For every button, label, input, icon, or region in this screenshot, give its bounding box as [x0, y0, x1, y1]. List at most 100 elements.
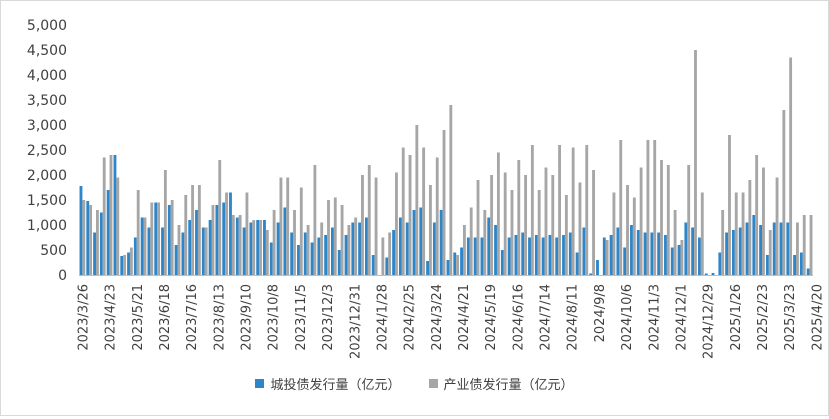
bar-chengtou: [562, 235, 565, 275]
legend-item-chanye: 产业债发行量（亿元）: [428, 374, 574, 393]
bar-chanye: [802, 215, 806, 275]
bar-chanye: [320, 222, 324, 275]
bar-chanye: [796, 222, 799, 275]
x-tick-label: 2024/8/11: [566, 284, 581, 351]
bar-chanye: [687, 165, 691, 275]
bar-chengtou: [765, 255, 769, 275]
bar-chanye: [462, 225, 466, 275]
bar-chengtou: [677, 245, 681, 275]
bar-chengtou: [466, 237, 470, 275]
bar-chanye: [762, 167, 765, 275]
bar-chengtou: [806, 268, 810, 275]
x-tick-label: 2024/4/21: [457, 284, 472, 351]
bar-chanye: [510, 190, 514, 275]
bar-chanye: [143, 217, 147, 275]
y-tick-label: 1,000: [27, 218, 67, 234]
bar-chengtou: [534, 235, 538, 275]
bar-chanye: [544, 167, 548, 275]
bar-chengtou: [521, 232, 525, 275]
bar-chanye: [551, 175, 555, 275]
bar-chanye: [361, 175, 364, 275]
bar-chengtou: [514, 235, 518, 275]
x-tick-label: 2024/2/25: [403, 284, 418, 351]
bar-chengtou: [133, 237, 137, 275]
bar-chengtou: [283, 207, 287, 275]
bar-chengtou: [636, 230, 640, 275]
bar-chengtou: [575, 252, 579, 275]
bar-chanye: [163, 170, 167, 275]
bar-chanye: [646, 140, 650, 275]
bar-chanye: [782, 110, 786, 275]
bar-chanye: [435, 157, 439, 275]
bar-chanye: [592, 170, 595, 275]
bar-chengtou: [398, 217, 402, 275]
x-tick-label: 2025/2/23: [756, 284, 771, 351]
bar-chengtou: [616, 227, 620, 275]
bar-chengtou: [242, 227, 246, 275]
bar-chanye: [809, 215, 813, 275]
x-tick-label: 2024/1/28: [375, 284, 390, 351]
bar-chanye: [102, 157, 106, 275]
x-tick-label: 2023/5/21: [131, 284, 146, 351]
bar-chanye: [789, 57, 793, 275]
y-tick-label: 2,500: [27, 143, 67, 159]
bar-chanye: [347, 225, 351, 275]
bar-chanye: [354, 217, 358, 275]
bar-chengtou: [120, 256, 124, 275]
bar-chanye: [340, 205, 344, 275]
bar-chengtou: [351, 222, 355, 275]
bar-chanye: [177, 225, 181, 275]
bar-chanye: [496, 152, 500, 275]
bar-chengtou: [331, 227, 334, 275]
bar-chanye: [469, 207, 473, 275]
bar-chanye: [639, 167, 643, 275]
bar-chengtou: [426, 261, 429, 275]
bar-chengtou: [297, 245, 300, 275]
bar-chanye: [585, 145, 589, 275]
x-tick-label: 2023/12/31: [348, 284, 363, 359]
bar-chengtou: [786, 222, 790, 275]
x-tick-label: 2023/12/3: [321, 284, 336, 351]
bar-chengtou: [337, 250, 341, 275]
bar-chanye: [333, 197, 337, 275]
bar-chengtou: [568, 232, 572, 275]
bar-chengtou: [752, 215, 756, 275]
bar-chanye: [89, 205, 93, 275]
y-tick-label: 5,000: [27, 18, 67, 34]
bar-chengtou: [86, 201, 90, 275]
y-tick-label: 2,000: [27, 168, 67, 184]
y-tick-label: 1,500: [27, 193, 67, 209]
y-tick-label: 0: [58, 268, 67, 284]
bar-chanye: [605, 240, 609, 275]
bar-chengtou: [704, 273, 708, 275]
x-tick-label: 2024/12/29: [702, 284, 717, 359]
bar-chanye: [734, 192, 738, 275]
bar-chengtou: [664, 235, 667, 275]
x-tick-label: 2023/8/13: [212, 284, 227, 351]
bar-chengtou: [154, 202, 158, 275]
bar-chengtou: [419, 207, 423, 275]
bar-chanye: [660, 160, 663, 275]
bar-chengtou: [772, 222, 776, 275]
bar-chengtou: [650, 232, 654, 275]
bar-chanye: [211, 205, 215, 275]
x-tick-label: 2024/12/1: [674, 284, 689, 351]
bar-chanye: [286, 177, 290, 275]
bar-chanye: [408, 155, 412, 275]
x-tick-label: 2024/3/24: [430, 284, 445, 351]
bar-chanye: [490, 175, 494, 275]
bar-chanye: [483, 210, 487, 275]
legend-swatch-chengtou: [255, 379, 265, 388]
bar-chengtou: [500, 250, 504, 275]
bar-chanye: [129, 247, 133, 275]
bar-chengtou: [432, 222, 436, 275]
x-tick-label: 2024/9/8: [593, 284, 608, 342]
y-tick-label: 500: [40, 243, 67, 259]
bars: [79, 50, 813, 275]
x-tick-label: 2024/10/6: [620, 284, 635, 351]
bar-chengtou: [731, 230, 735, 275]
bar-chengtou: [582, 227, 586, 275]
bar-chengtou: [779, 222, 783, 275]
bar-chanye: [313, 165, 317, 275]
bar-chanye: [449, 105, 453, 275]
